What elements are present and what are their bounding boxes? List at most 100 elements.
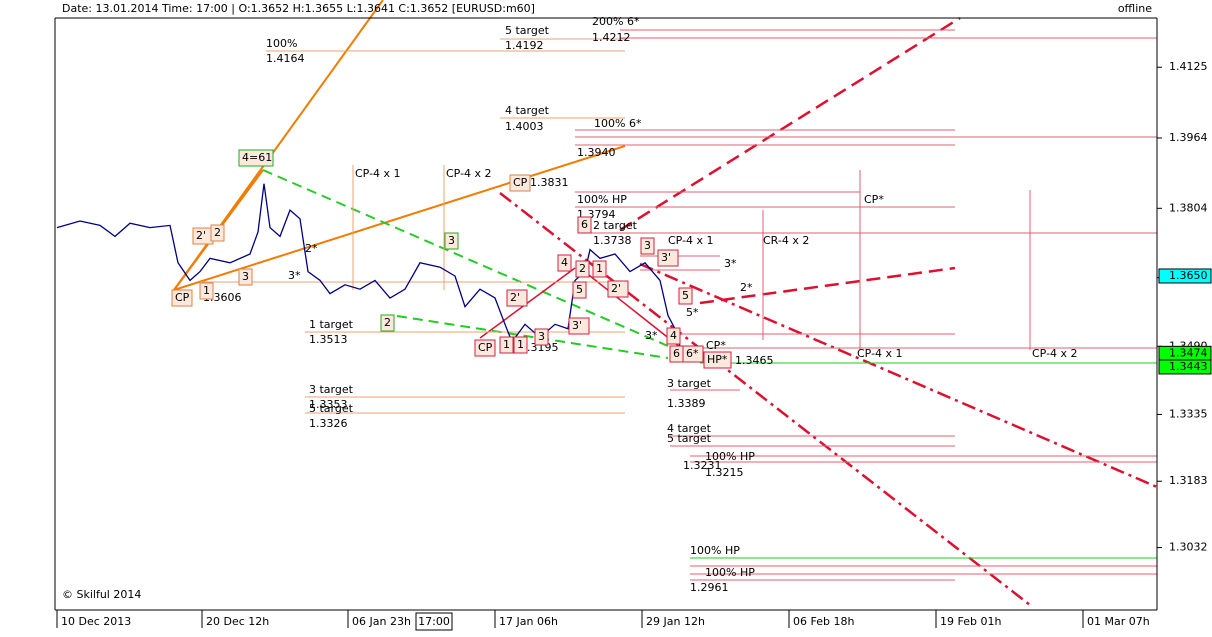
- boxed-label: HP*: [707, 353, 728, 366]
- label-box: [568, 317, 590, 335]
- annotation: 3*: [724, 257, 737, 270]
- label-box: [682, 345, 704, 363]
- label-box: [534, 328, 549, 346]
- trend-line: [262, 169, 669, 347]
- boxed-label: 4: [561, 256, 568, 269]
- annotation: 1.4192: [505, 39, 544, 52]
- annotation: 1.3231: [683, 459, 722, 472]
- x-tick-label: 01 Mar 07h: [1087, 615, 1150, 628]
- trend-line: [619, 16, 961, 232]
- boxed-label: 6: [673, 347, 680, 360]
- annotation: 1.3513: [309, 333, 348, 346]
- boxed-label: 3: [644, 239, 651, 252]
- annotation: 1.3215: [705, 466, 744, 479]
- label-box: [657, 249, 679, 267]
- label-box: [238, 149, 274, 167]
- label-box: [499, 336, 514, 354]
- annotation: CP-4 x 2: [1032, 347, 1078, 360]
- label-box: [575, 260, 590, 278]
- x-tick-label: 10 Dec 2013: [61, 615, 131, 628]
- label-box: [678, 287, 693, 305]
- label-box: [474, 339, 496, 357]
- price-marker: [1158, 359, 1212, 375]
- boxed-label: 3: [538, 330, 545, 343]
- annotation: 1.3738: [593, 234, 632, 247]
- y-tick-label: 1.3183: [1169, 474, 1208, 487]
- annotation: 200% 6*: [592, 15, 640, 28]
- annotation: 3*: [645, 329, 658, 342]
- price-line: [56, 183, 701, 354]
- boxed-label: CP: [478, 341, 493, 354]
- boxed-label: 3': [572, 319, 582, 332]
- boxed-label: 2: [384, 316, 391, 329]
- x-tick-label: 19 Feb 01h: [940, 615, 1001, 628]
- boxed-label: 1: [203, 284, 210, 297]
- status: offline: [1118, 2, 1152, 15]
- header: Date: 13.01.2014 Time: 17:00 | O:1.3652 …: [62, 2, 535, 15]
- x-tick-label: 06 Jan 23h: [352, 615, 411, 628]
- y-tick-label: 1.3335: [1169, 407, 1208, 420]
- annotation: 3 target: [309, 383, 354, 396]
- annotation: 2*: [305, 242, 318, 255]
- boxed-label: 3: [242, 270, 249, 283]
- annotation: 1.3195: [520, 341, 559, 354]
- cursor-time: 17:00: [418, 615, 450, 628]
- annotation: 1.3326: [309, 417, 348, 430]
- label-box: [666, 327, 681, 345]
- annotation: 100% HP: [690, 544, 740, 557]
- trend-line: [396, 315, 669, 359]
- copyright: © Skilful 2014: [62, 588, 141, 601]
- boxed-label: 2: [579, 262, 586, 275]
- annotation: 100% HP: [705, 566, 755, 579]
- annotation: 5 target: [505, 24, 550, 37]
- label-box: [444, 232, 459, 250]
- annotation: CP*: [864, 193, 884, 206]
- label-box: [238, 268, 253, 286]
- annotation: 1 target: [309, 318, 354, 331]
- label-box: [506, 289, 528, 307]
- y-tick-label: 1.3804: [1169, 201, 1208, 214]
- label-box: [171, 289, 193, 307]
- annotation: 3*: [288, 269, 301, 282]
- boxed-label: 3: [448, 234, 455, 247]
- x-tick-label: 20 Dec 12h: [206, 615, 269, 628]
- boxed-label: 1: [503, 338, 510, 351]
- annotation: 5 target: [667, 432, 712, 445]
- annotation: 100% HP: [705, 450, 755, 463]
- price-marker-label: 1.3650: [1169, 269, 1208, 282]
- label-box: [592, 260, 607, 278]
- annotation: CR-4 x 2: [763, 234, 809, 247]
- label-box: [607, 280, 629, 298]
- annotation: 1.2961: [690, 581, 729, 594]
- x-tick-label: 17 Jan 06h: [499, 615, 558, 628]
- annotation: 1.4212: [592, 31, 631, 44]
- label-box: [577, 216, 592, 234]
- boxed-label: 2': [611, 282, 621, 295]
- trend-line: [639, 262, 1158, 489]
- annotation: CP-4 x 1: [668, 234, 714, 247]
- label-box: [572, 281, 587, 299]
- annotation: 1.3353: [309, 398, 348, 411]
- y-tick-label: 1.4125: [1169, 60, 1208, 73]
- boxed-label: CP: [513, 176, 528, 189]
- boxed-label: 3': [661, 251, 671, 264]
- annotation: 4 target: [667, 422, 712, 435]
- price-marker-label: 1.3443: [1169, 360, 1208, 373]
- annotation: 1.4003: [505, 120, 544, 133]
- annotation: 2*: [740, 281, 753, 294]
- y-tick-label: 1.3032: [1169, 541, 1208, 554]
- cursor-box: [415, 612, 453, 631]
- price-marker: [1158, 268, 1212, 284]
- label-box: [509, 174, 531, 192]
- label-box: [703, 351, 732, 369]
- annotation: 3 target: [667, 377, 712, 390]
- boxed-label: 1: [517, 338, 524, 351]
- annotation: 5*: [686, 306, 699, 319]
- annotation: 1.3831: [530, 176, 569, 189]
- boxed-label: 5: [576, 283, 583, 296]
- x-tick-label: 29 Jan 12h: [646, 615, 705, 628]
- boxed-label: 6*: [686, 347, 699, 360]
- boxed-label: 4=61: [242, 151, 272, 164]
- annotation: 1.3940: [577, 146, 616, 159]
- trend-line: [173, 145, 626, 291]
